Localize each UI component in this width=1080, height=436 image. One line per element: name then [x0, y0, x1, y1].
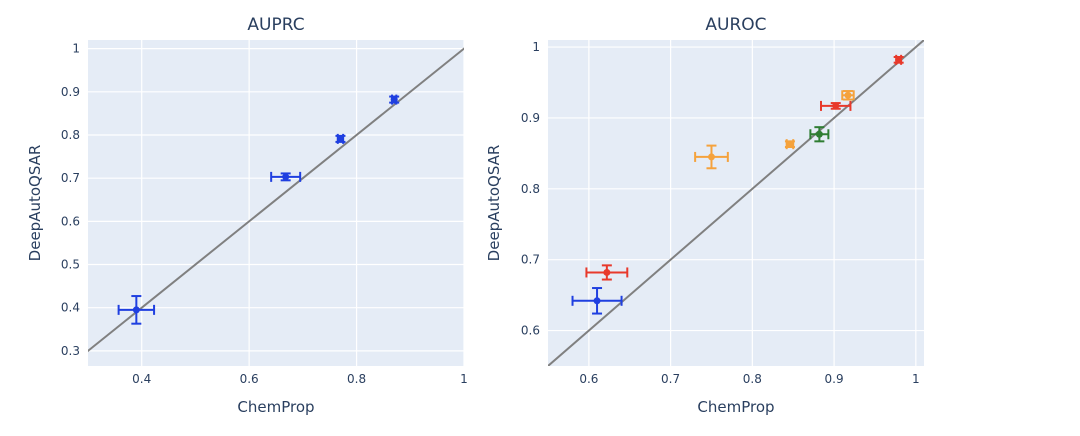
auroc-point-marker — [603, 268, 611, 276]
auprc-y-tick-label: 0.6 — [61, 214, 80, 228]
auroc-point-marker — [832, 102, 840, 110]
auprc-data-point — [389, 94, 400, 105]
auroc-data-point — [841, 90, 855, 101]
auroc-title: AUROC — [705, 15, 766, 35]
auroc-data-point — [809, 126, 830, 143]
auroc-x-tick-label: 0.9 — [825, 372, 844, 386]
auprc-data-point — [117, 295, 156, 325]
auprc-panel: 0.4 0.6 0.8 1 0.3 0.4 0.5 0.6 0.7 0.8 0.9 1 AUPRC C… — [26, 15, 468, 416]
auprc-y-tick-label: 0.7 — [61, 171, 80, 185]
auroc-point-marker — [786, 140, 794, 148]
auprc-point-marker — [132, 306, 140, 314]
auroc-data-point — [585, 264, 629, 281]
auprc-point-marker — [390, 96, 398, 104]
auprc-y-tick-label: 0.9 — [61, 85, 80, 99]
auprc-data-point — [270, 171, 302, 182]
auroc-y-axis-label: DeepAutoQSAR — [485, 145, 503, 262]
auroc-y-tick-label: 0.7 — [521, 253, 540, 267]
auroc-y-tick-label: 0.8 — [521, 182, 540, 196]
auroc-point-marker — [593, 297, 601, 305]
auprc-identity-line — [88, 47, 464, 353]
auprc-y-tick-label: 0.3 — [61, 344, 80, 358]
auroc-data-point — [571, 287, 623, 315]
auprc-x-tick-label: 0.4 — [132, 372, 151, 386]
auroc-panel: 0.6 0.7 0.8 0.9 1 0.6 0.7 0.8 0.9 1 AUROC ChemPro… — [485, 15, 924, 416]
auroc-point-marker — [895, 56, 903, 64]
auroc-y-tick-label: 1 — [532, 40, 540, 54]
auprc-y-tick-label: 0.5 — [61, 258, 80, 272]
auroc-y-tick-label: 0.6 — [521, 324, 540, 338]
auprc-x-axis-label: ChemProp — [237, 398, 314, 416]
auroc-data-point — [694, 144, 729, 170]
auprc-y-tick-label: 0.8 — [61, 128, 80, 142]
auroc-x-tick-label: 0.6 — [579, 372, 598, 386]
auroc-point-marker — [844, 91, 852, 99]
auprc-y-tick-label: 1 — [72, 42, 80, 56]
auprc-point-marker — [282, 173, 290, 181]
auroc-x-tick-label: 1 — [912, 372, 920, 386]
auroc-x-tick-label: 0.7 — [661, 372, 680, 386]
auprc-plot-area — [88, 40, 464, 366]
auprc-point-marker — [336, 135, 344, 143]
auroc-data-point — [784, 139, 795, 150]
auroc-point-marker — [815, 130, 823, 138]
auroc-point-marker — [707, 153, 715, 161]
auprc-y-tick-label: 0.4 — [61, 301, 80, 315]
auroc-identity-line — [548, 40, 924, 366]
auroc-y-tick-label: 0.9 — [521, 111, 540, 125]
auprc-y-axis-label: DeepAutoQSAR — [26, 145, 44, 262]
auprc-title: AUPRC — [247, 15, 304, 35]
auprc-x-tick-label: 1 — [460, 372, 468, 386]
auprc-x-tick-label: 0.8 — [347, 372, 366, 386]
auprc-data-point — [335, 133, 346, 144]
auroc-x-axis-label: ChemProp — [697, 398, 774, 416]
auroc-x-tick-label: 0.8 — [743, 372, 762, 386]
auroc-data-point — [820, 100, 852, 111]
auprc-x-tick-label: 0.6 — [240, 372, 259, 386]
auroc-data-point — [893, 54, 904, 65]
